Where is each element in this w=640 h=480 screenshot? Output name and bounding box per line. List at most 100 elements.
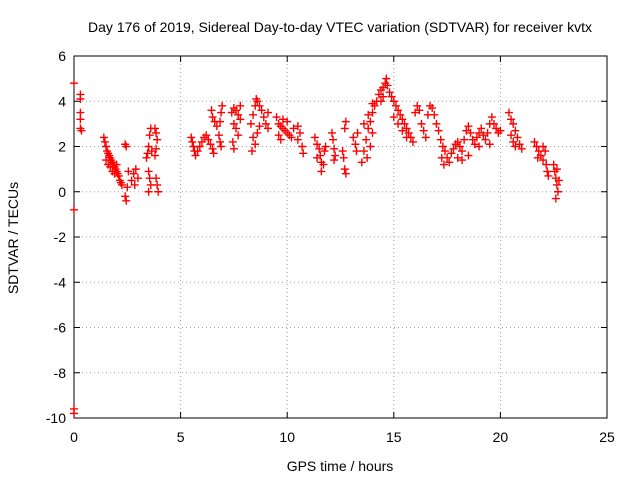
data-point [253,128,262,137]
data-point [391,101,400,110]
data-point [276,135,285,144]
data-point [398,115,407,124]
data-point [236,115,245,124]
data-point [127,176,136,185]
data-point [349,133,358,142]
data-point [419,126,428,135]
y-tick-label: -8 [54,365,67,381]
data-point [293,122,302,131]
data-point [553,187,562,196]
data-point [507,115,516,124]
data-point [202,131,211,140]
data-point [232,124,241,133]
data-point [261,119,270,128]
data-point [131,165,140,174]
data-point [368,108,377,117]
data-point [283,117,292,126]
data-point [404,128,413,137]
data-point [76,115,85,124]
data-point [133,174,142,183]
data-point [317,167,326,176]
data-point [112,160,121,169]
data-point [232,106,241,115]
data-point [70,205,78,214]
data-point [208,144,217,153]
data-point [264,108,273,117]
data-point [466,128,475,137]
data-point [490,119,499,128]
data-point [517,144,526,153]
data-point [339,153,348,162]
data-point [123,183,132,192]
data-point [191,151,200,160]
data-point [228,137,237,146]
data-point [464,122,473,131]
data-point [227,108,236,117]
data-point [389,97,398,106]
data-point [106,162,115,171]
data-point [385,88,394,97]
data-point [197,137,206,146]
data-point [264,124,273,133]
data-point [218,101,227,110]
data-point [249,133,258,142]
data-point [496,126,505,135]
data-point [188,137,197,146]
data-point [248,147,257,156]
data-point [151,151,160,160]
y-axis-label: SDTVAR / TECUs [5,182,21,294]
data-point [364,124,373,133]
data-point [207,106,216,115]
data-point [153,135,162,144]
data-point [492,124,501,133]
data-point [530,137,539,146]
data-point [389,113,398,122]
data-point [460,135,469,144]
x-tick-label: 10 [279,429,295,445]
data-point [122,196,131,205]
y-tick-label: -6 [54,320,67,336]
data-point [368,99,377,108]
data-point [101,142,110,151]
data-point [206,140,215,149]
data-point [299,149,308,158]
data-point [539,142,548,151]
data-point [351,140,360,149]
data-point [236,101,245,110]
data-point [475,142,484,151]
data-point [151,124,160,133]
data-point [359,147,368,156]
data-point [481,135,490,144]
data-point [415,106,424,115]
data-point [366,142,375,151]
data-point [374,90,383,99]
data-point [142,153,151,162]
data-point [357,158,366,167]
data-point [552,180,561,189]
data-point [253,97,262,106]
data-point [187,133,196,142]
data-point [287,133,296,142]
data-point [421,133,430,142]
data-point [341,169,350,178]
data-point [195,142,204,151]
y-tick-label: 0 [58,184,66,200]
data-point [331,151,340,160]
data-point [533,153,542,162]
data-point [272,113,281,122]
data-point [208,113,217,122]
data-point [352,147,361,156]
data-point [259,113,268,122]
data-point [313,153,322,162]
data-point [539,156,548,165]
data-point [430,110,439,119]
data-point [144,142,153,151]
data-point [99,133,108,142]
data-point [439,160,448,169]
data-point [320,147,329,156]
data-point [329,135,338,144]
x-tick-label: 0 [70,429,78,445]
data-point [216,137,225,146]
data-point [144,167,153,176]
data-point [413,101,422,110]
